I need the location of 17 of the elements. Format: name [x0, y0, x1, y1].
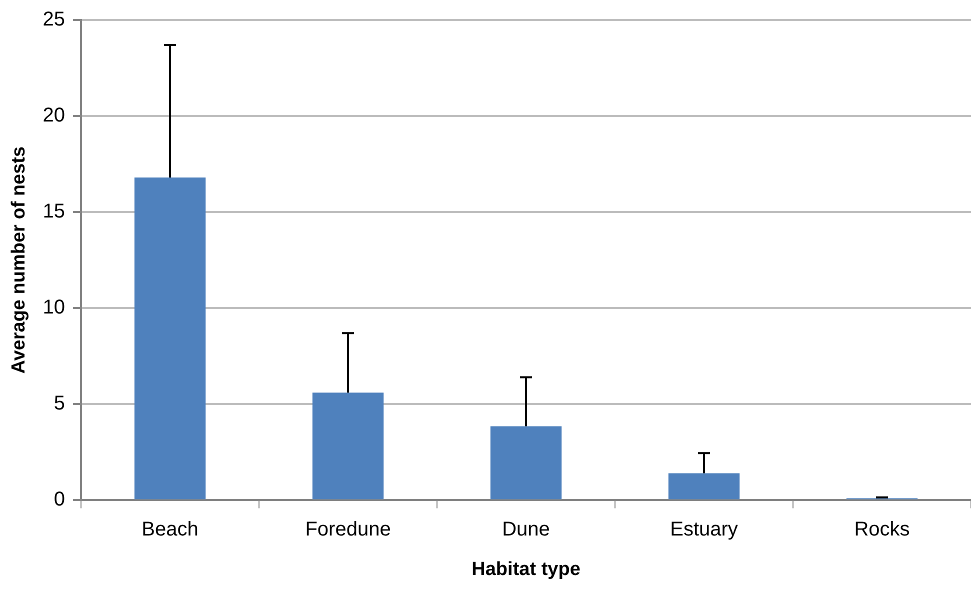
x-tick-label: Beach — [142, 518, 198, 541]
x-tick-label: Foredune — [305, 518, 391, 541]
bar — [312, 392, 384, 500]
bar — [668, 473, 740, 500]
x-axis-title: Habitat type — [472, 558, 580, 580]
x-tick-label: Estuary — [670, 518, 738, 541]
x-tick-label: Rocks — [854, 518, 910, 541]
x-tick-label: Dune — [502, 518, 550, 541]
y-axis-title: Average number of nests — [8, 146, 30, 374]
y-tick-label: 25 — [42, 8, 66, 31]
y-tick-label: 0 — [54, 488, 66, 511]
bar — [134, 178, 206, 500]
bar — [490, 426, 562, 500]
y-tick-label: 5 — [54, 392, 66, 415]
y-tick-label: 10 — [42, 296, 66, 319]
y-tick-label: 20 — [42, 104, 66, 127]
y-tick-label: 15 — [42, 200, 66, 223]
